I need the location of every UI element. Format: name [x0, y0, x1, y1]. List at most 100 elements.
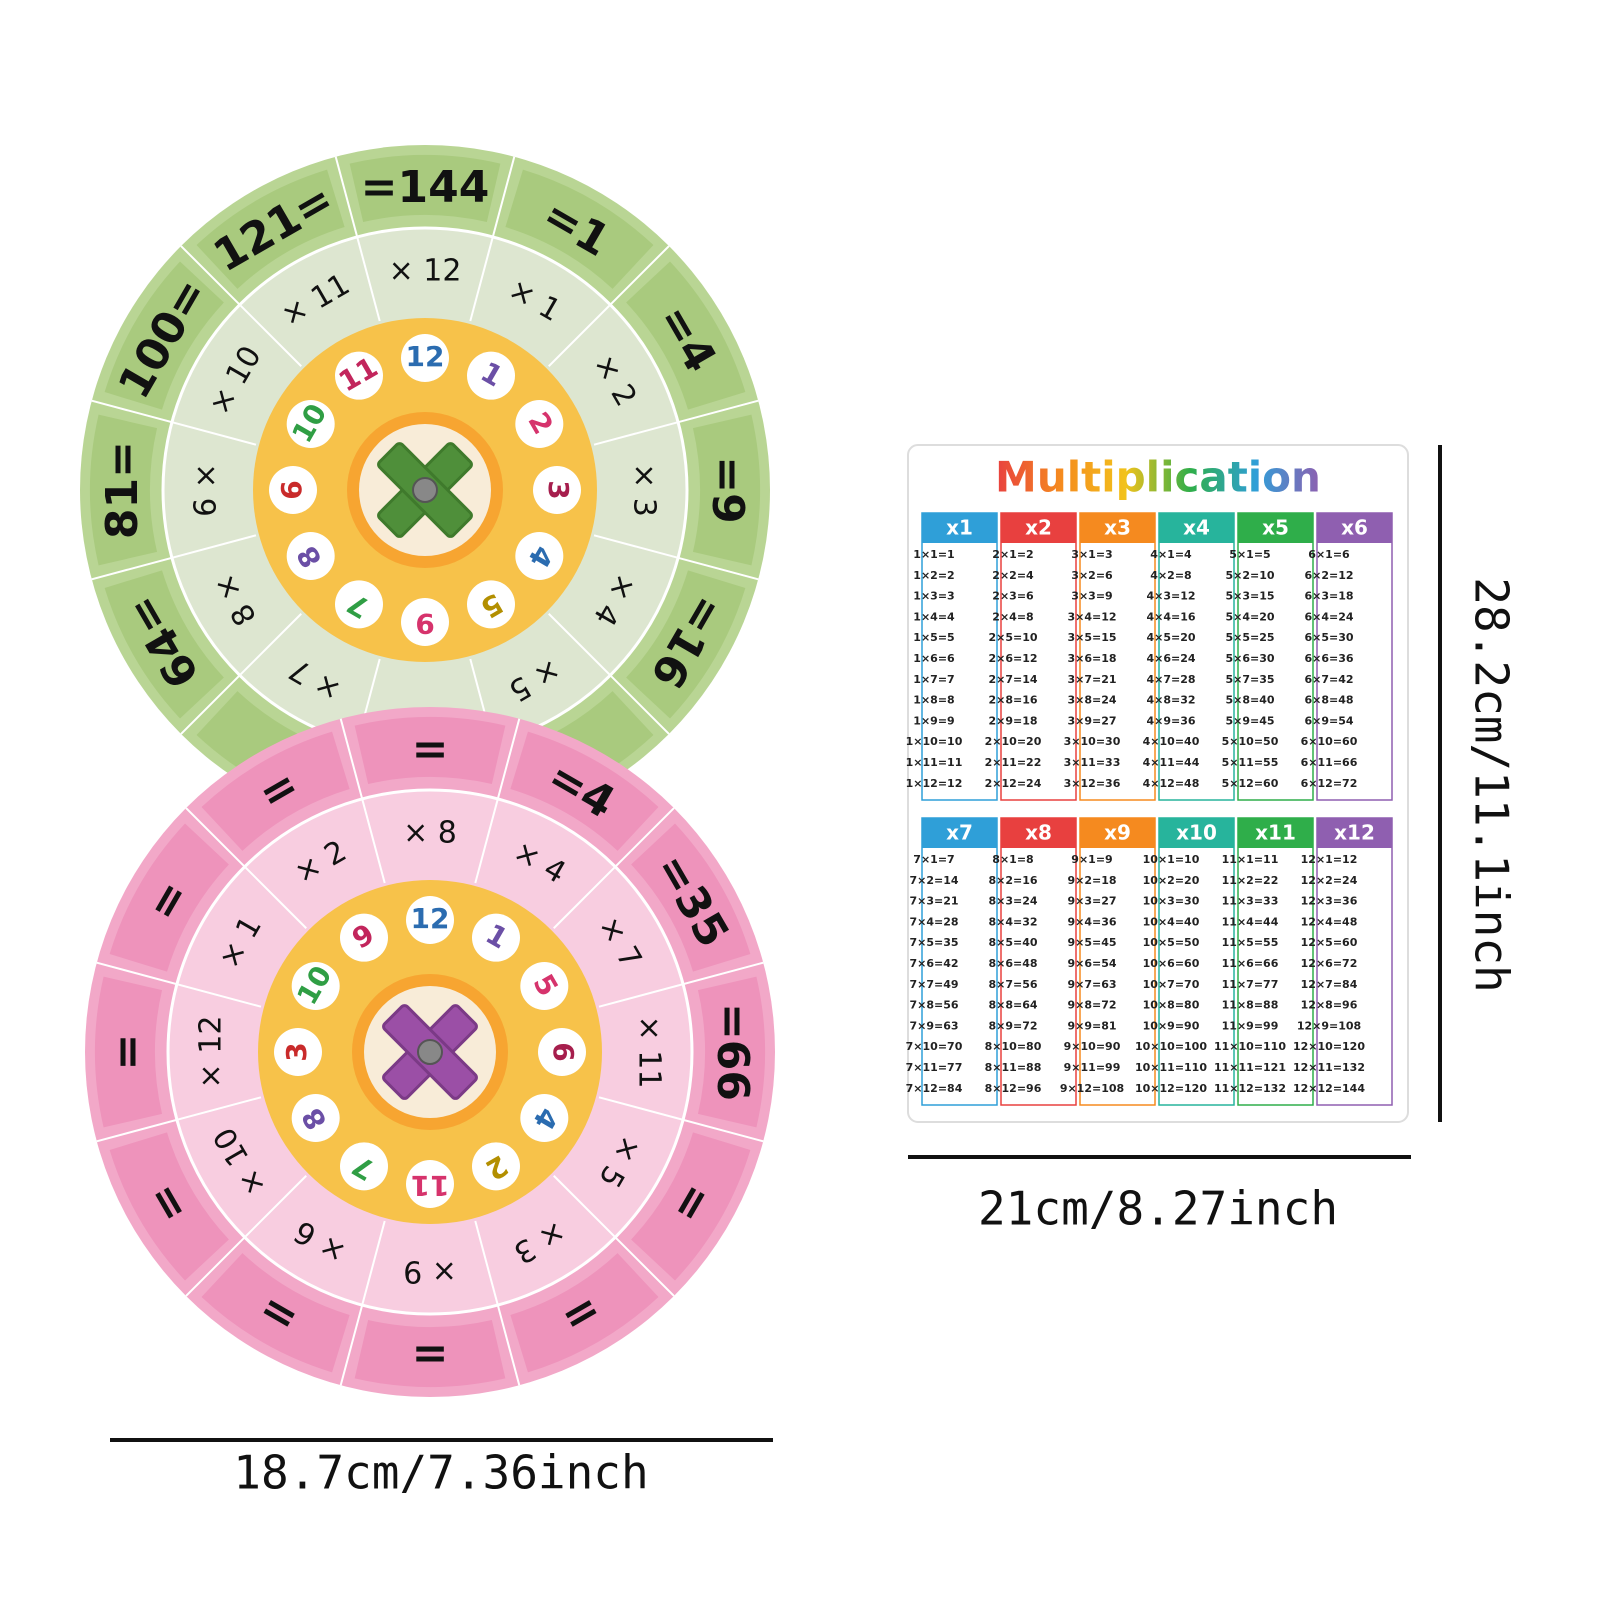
table-entry: 4×2=8: [1150, 569, 1191, 582]
column-box: [1079, 817, 1156, 1106]
table-entry: 9×11=99: [1064, 1061, 1121, 1074]
table-entry: 4×5=20: [1146, 631, 1195, 644]
chart-title: Multiplication: [995, 453, 1321, 502]
outer-segment: [354, 717, 506, 785]
segment-divider: [469, 156, 516, 322]
segment-divider: [96, 961, 262, 1008]
table-entry: 10×8=80: [1143, 999, 1200, 1012]
segment-divider: [96, 1096, 262, 1143]
outer-segment: [349, 155, 501, 223]
multiplier-label: × 3: [627, 463, 662, 517]
number-bubble: [467, 351, 515, 400]
table-entry: 6×5=30: [1304, 631, 1353, 644]
result-label: =: [412, 1329, 449, 1380]
multiplier-label: × 8: [403, 816, 457, 851]
number-bubble: [520, 1094, 569, 1142]
number-bubble: [286, 532, 335, 580]
number-bubble: [340, 913, 388, 962]
table-entry: 3×4=12: [1067, 610, 1116, 623]
table-entry: 9×1=9: [1071, 853, 1112, 866]
table-entry: 9×3=27: [1067, 895, 1116, 908]
number-bubble: [291, 1094, 340, 1142]
outer-segment: [94, 976, 163, 1128]
table-entry: 4×7=28: [1146, 673, 1195, 686]
table-entry: 5×12=60: [1222, 777, 1279, 790]
height-label: 28.2cm/11.1inch: [1465, 577, 1519, 992]
column-header-bg: [922, 513, 997, 543]
table-entry: 1×5=5: [913, 631, 954, 644]
number-bubble: [538, 1028, 586, 1076]
table-entry: 10×11=110: [1135, 1061, 1207, 1074]
table-entry: 6×1=6: [1308, 548, 1350, 561]
table-entry: 2×3=6: [992, 590, 1034, 603]
dimensions: 28.2cm/11.1inch 21cm/8.27inch 18.7cm/7.3…: [110, 445, 1519, 1500]
number-label: 3: [280, 1042, 313, 1061]
column-box: [1237, 817, 1314, 1106]
table-entry: 9×4=36: [1067, 915, 1116, 928]
table-entry: 4×6=24: [1146, 652, 1195, 665]
column-header-bg: [1238, 513, 1313, 543]
table-entry: 4×1=4: [1150, 548, 1192, 561]
table-entry: 8×2=16: [988, 874, 1037, 887]
table-entry: 5×6=30: [1225, 652, 1274, 665]
number-bubble: [533, 466, 581, 514]
column-header: x10: [1176, 821, 1217, 845]
table-entry: 2×9=18: [988, 714, 1037, 727]
number-bubble: [406, 896, 454, 944]
table-entry: 9×2=18: [1067, 874, 1116, 887]
number-bubble: [274, 1028, 322, 1076]
table-entry: 1×4=4: [913, 610, 955, 623]
outer-segment: [109, 823, 229, 972]
table-entry: 11×9=99: [1222, 1019, 1279, 1032]
table-entry: 5×4=20: [1225, 610, 1274, 623]
width-label: 21cm/8.27inch: [978, 1182, 1338, 1236]
outer-segment: [505, 169, 654, 289]
segment-divider: [598, 961, 764, 1008]
outer-segment: [90, 414, 158, 566]
number-label: 6: [275, 480, 308, 499]
table-entry: 5×1=5: [1229, 548, 1270, 561]
table-entry: 10×4=40: [1143, 915, 1200, 928]
table-entry: 5×7=35: [1225, 673, 1274, 686]
table-entry: 2×5=10: [988, 631, 1037, 644]
wheel: ==4=35=66========× 8× 4× 7× 11× 5× 3× 9×…: [85, 707, 775, 1397]
table-entry: 7×5=35: [909, 936, 958, 949]
segment-divider: [185, 807, 307, 929]
multiplier-label: × 12: [194, 1016, 229, 1089]
table-entry: 3×1=3: [1071, 548, 1112, 561]
number-label: 12: [411, 902, 450, 935]
number-bubble: [472, 1142, 520, 1191]
table-entry: 10×12=120: [1135, 1082, 1207, 1095]
outer-segment: [109, 1132, 229, 1281]
segment-divider: [339, 1220, 386, 1386]
table-entry: 12×1=12: [1301, 853, 1358, 866]
column-header: x2: [1025, 516, 1052, 540]
table-entry: 2×2=4: [992, 569, 1034, 582]
outer-segment: [626, 261, 746, 410]
table-entry: 8×8=64: [988, 999, 1037, 1012]
table-entry: 12×9=108: [1297, 1019, 1361, 1032]
table-entry: 7×2=14: [909, 874, 958, 887]
number-bubble: [520, 962, 569, 1010]
table-entry: 6×8=48: [1304, 694, 1353, 707]
segment-divider: [553, 807, 675, 929]
column-header-bg: [1317, 818, 1392, 848]
result-label: =66: [707, 1003, 758, 1101]
table-entry: 5×11=55: [1222, 756, 1279, 769]
table-entry: 6×2=12: [1304, 569, 1353, 582]
segment-divider: [180, 613, 302, 735]
outer-segment: [510, 1253, 659, 1373]
column-header: x11: [1255, 821, 1296, 845]
segment-divider: [474, 1220, 521, 1386]
column-header-bg: [1159, 818, 1234, 848]
segment-divider: [185, 1175, 307, 1297]
table-entry: 10×2=20: [1143, 874, 1200, 887]
number-bubble: [269, 466, 317, 514]
table-entry: 7×11=77: [906, 1061, 963, 1074]
table-entry: 11×7=77: [1222, 978, 1279, 991]
table-entry: 1×1=1: [913, 548, 954, 561]
table-entry: 8×5=40: [988, 936, 1037, 949]
table-entry: 1×12=12: [906, 777, 963, 790]
column-header-bg: [1080, 818, 1155, 848]
